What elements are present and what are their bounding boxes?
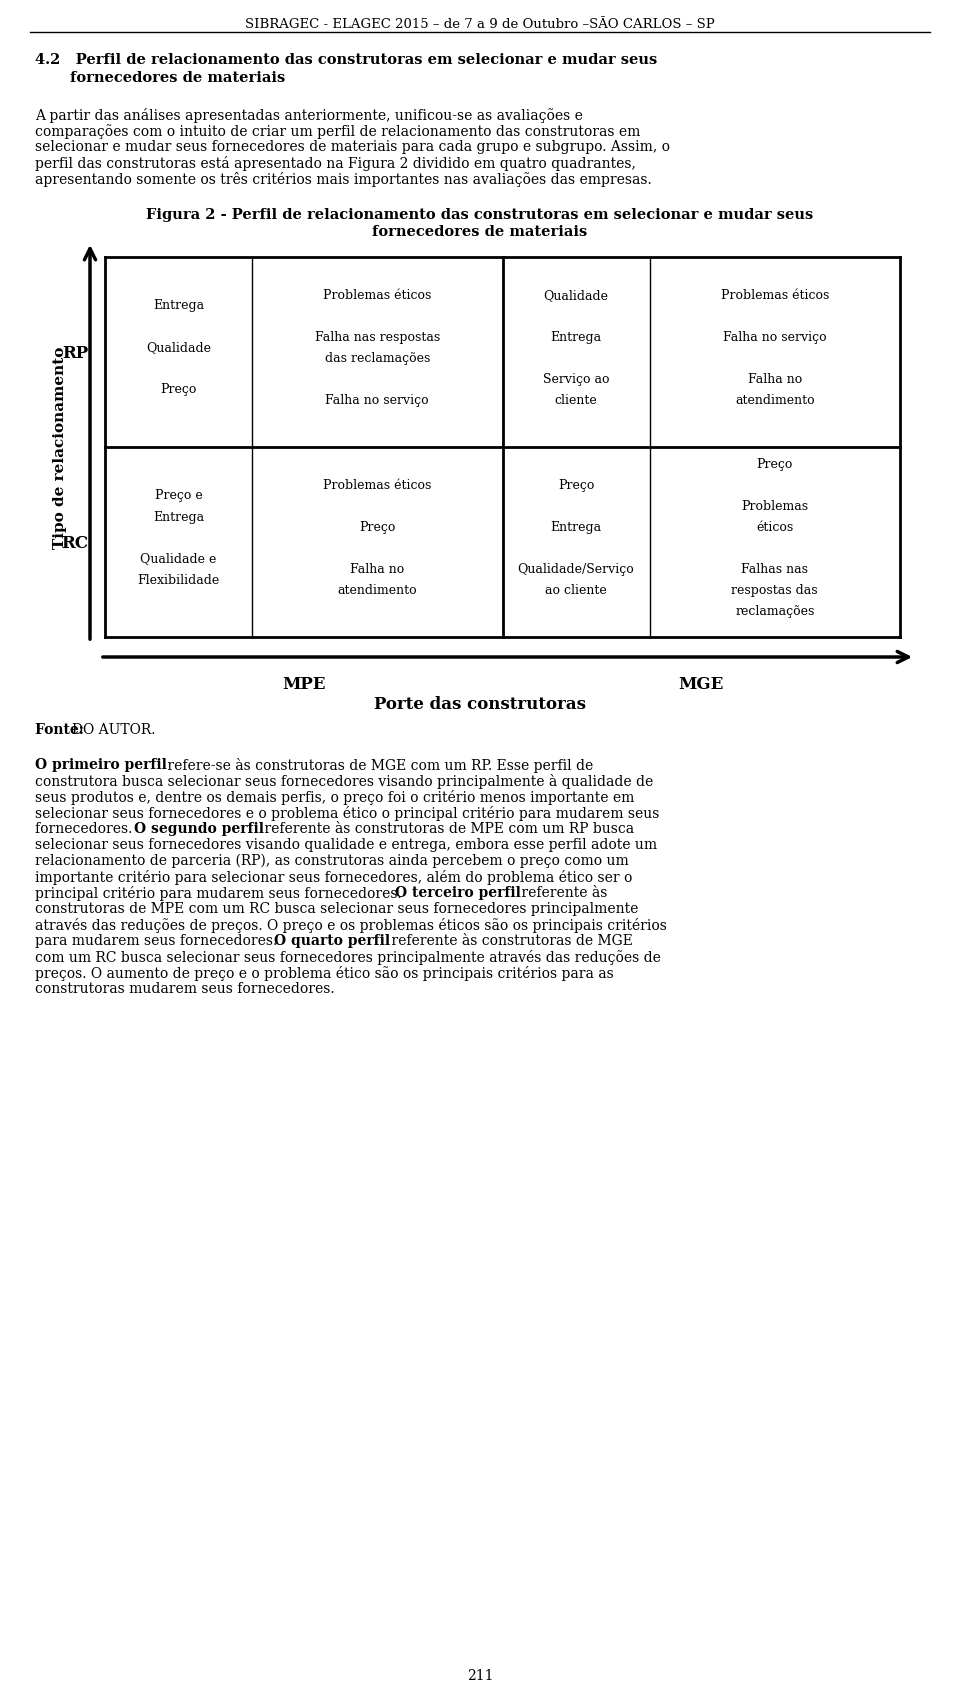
Text: para mudarem seus fornecedores.: para mudarem seus fornecedores.: [35, 934, 281, 947]
Text: comparações com o intuito de criar um perfil de relacionamento das construtoras : comparações com o intuito de criar um pe…: [35, 125, 640, 138]
Text: Problemas éticos

Preço

Falha no
atendimento: Problemas éticos Preço Falha no atendime…: [324, 478, 431, 597]
Text: selecionar seus fornecedores visando qualidade e entrega, embora esse perfil ado: selecionar seus fornecedores visando qua…: [35, 838, 658, 852]
Text: DO AUTOR.: DO AUTOR.: [72, 722, 156, 736]
Text: referente às: referente às: [517, 886, 608, 900]
Text: seus produtos e, dentre os demais perfis, o preço foi o critério menos important: seus produtos e, dentre os demais perfis…: [35, 790, 635, 804]
Text: fornecedores.: fornecedores.: [35, 821, 136, 835]
Text: selecionar e mudar seus fornecedores de materiais para cada grupo e subgrupo. As: selecionar e mudar seus fornecedores de …: [35, 140, 670, 154]
Text: Entrega

Qualidade

Preço: Entrega Qualidade Preço: [146, 299, 211, 396]
Text: SIBRAGEC - ELAGEC 2015 – de 7 a 9 de Outubro –SÃO CARLOS – SP: SIBRAGEC - ELAGEC 2015 – de 7 a 9 de Out…: [245, 19, 715, 31]
Text: Problemas éticos

Falha no serviço

Falha no
atendimento: Problemas éticos Falha no serviço Falha …: [721, 288, 829, 406]
Text: Preço e
Entrega

Qualidade e
Flexibilidade: Preço e Entrega Qualidade e Flexibilidad…: [137, 490, 220, 586]
Text: com um RC busca selecionar seus fornecedores principalmente através das reduções: com um RC busca selecionar seus forneced…: [35, 949, 660, 964]
Text: fornecedores de materiais: fornecedores de materiais: [70, 72, 285, 85]
Text: 211: 211: [467, 1668, 493, 1681]
Text: MPE: MPE: [282, 676, 325, 693]
Text: fornecedores de materiais: fornecedores de materiais: [372, 225, 588, 239]
Text: preços. O aumento de preço e o problema ético são os principais critérios para a: preços. O aumento de preço e o problema …: [35, 966, 613, 980]
Text: referente às construtoras de MPE com um RP busca: referente às construtoras de MPE com um …: [260, 821, 634, 835]
Text: A partir das análises apresentadas anteriormente, unificou-se as avaliações e: A partir das análises apresentadas anter…: [35, 108, 583, 123]
Text: O segundo perfil: O segundo perfil: [133, 821, 264, 835]
Text: O terceiro perfil: O terceiro perfil: [395, 886, 521, 900]
Text: Fonte:: Fonte:: [35, 722, 88, 736]
Text: construtoras de MPE com um RC busca selecionar seus fornecedores principalmente: construtoras de MPE com um RC busca sele…: [35, 901, 638, 915]
Text: Tipo de relacionamento: Tipo de relacionamento: [53, 347, 67, 550]
Text: Preço

Entrega

Qualidade/Serviço
ao cliente: Preço Entrega Qualidade/Serviço ao clien…: [517, 478, 635, 597]
Text: construtoras mudarem seus fornecedores.: construtoras mudarem seus fornecedores.: [35, 982, 335, 995]
Text: através das reduções de preços. O preço e os problemas éticos são os principais : através das reduções de preços. O preço …: [35, 917, 667, 932]
Text: O quarto perfil: O quarto perfil: [275, 934, 391, 947]
Text: referente às construtoras de MGE: referente às construtoras de MGE: [387, 934, 633, 947]
Text: Figura 2 - Perfil de relacionamento das construtoras em selecionar e mudar seus: Figura 2 - Perfil de relacionamento das …: [146, 208, 814, 222]
Text: importante critério para selecionar seus fornecedores, além do problema ético se: importante critério para selecionar seus…: [35, 869, 633, 884]
Text: selecionar seus fornecedores e o problema ético o principal critério para mudare: selecionar seus fornecedores e o problem…: [35, 806, 660, 821]
Text: relacionamento de parceria (RP), as construtoras ainda percebem o preço como um: relacionamento de parceria (RP), as cons…: [35, 854, 629, 867]
Text: Porte das construtoras: Porte das construtoras: [374, 695, 586, 712]
Text: Qualidade

Entrega

Serviço ao
cliente: Qualidade Entrega Serviço ao cliente: [542, 288, 610, 406]
Text: principal critério para mudarem seus fornecedores.: principal critério para mudarem seus for…: [35, 886, 406, 901]
Text: refere-se às construtoras de MGE com um RP. Esse perfil de: refere-se às construtoras de MGE com um …: [163, 758, 593, 773]
Text: RP: RP: [61, 345, 88, 362]
Text: apresentando somente os três critérios mais importantes nas avaliações das empre: apresentando somente os três critérios m…: [35, 172, 652, 186]
Text: construtora busca selecionar seus fornecedores visando principalmente à qualidad: construtora busca selecionar seus fornec…: [35, 773, 653, 789]
Text: Preço

Problemas
éticos

Falhas nas
respostas das
reclamações: Preço Problemas éticos Falhas nas respos…: [732, 457, 818, 618]
Text: Problemas éticos

Falha nas respostas
das reclamações

Falha no serviço: Problemas éticos Falha nas respostas das…: [315, 288, 440, 406]
Text: MGE: MGE: [679, 676, 724, 693]
Text: perfil das construtoras está apresentado na Figura 2 dividido em quatro quadrant: perfil das construtoras está apresentado…: [35, 155, 636, 171]
Text: O primeiro perfil: O primeiro perfil: [35, 758, 167, 772]
Text: 4.2   Perfil de relacionamento das construtoras em selecionar e mudar seus: 4.2 Perfil de relacionamento das constru…: [35, 53, 658, 67]
Text: RC: RC: [61, 534, 88, 551]
